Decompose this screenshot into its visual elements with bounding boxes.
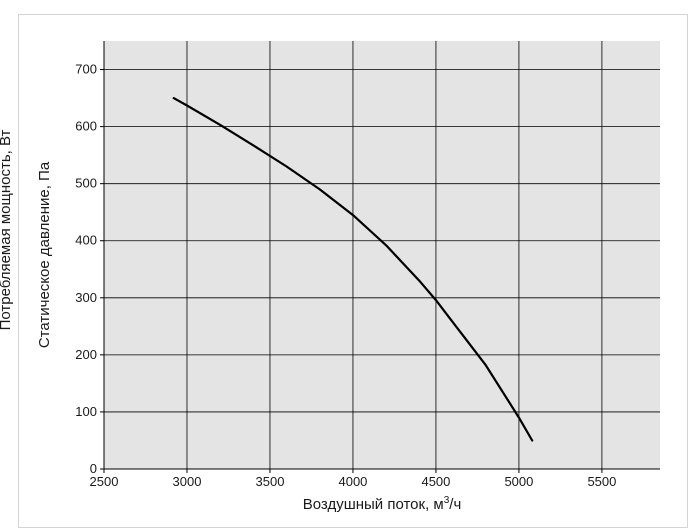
- x-tick-label: 5500: [587, 474, 616, 489]
- x-axis-title-superscript: 3: [444, 495, 450, 506]
- y-tick-label: 300: [75, 290, 97, 305]
- x-axis-title: Воздушный поток, м3/ч: [303, 495, 462, 513]
- axes: 2500 3000 3500 4000 4500 5000 5500 0 100 200 300 40…: [75, 41, 660, 489]
- y-tick-label: 600: [75, 119, 97, 134]
- y-tick-label: 500: [75, 176, 97, 191]
- y-tick-label: 0: [90, 461, 97, 476]
- series-layer: [172, 97, 534, 442]
- x-tick-label: 4500: [421, 474, 450, 489]
- x-axis-title-unit: /ч: [449, 496, 461, 513]
- y-tick-label: 700: [75, 62, 97, 77]
- x-tick-label: 2500: [90, 474, 119, 489]
- x-tick-label: 3000: [173, 474, 202, 489]
- grid-layer: [104, 41, 660, 469]
- y2-axis-title: Потребляемая мощность, Вт: [0, 129, 14, 330]
- y-axis-title: Статическое давление, Па: [36, 161, 53, 348]
- series-line: [172, 97, 534, 442]
- y-tick-label: 100: [75, 404, 97, 419]
- x-tick-label: 3500: [256, 474, 285, 489]
- x-tick-label: 5000: [504, 474, 533, 489]
- x-tick-label: 4000: [338, 474, 367, 489]
- y-tick-label: 200: [75, 347, 97, 362]
- x-axis-title-text: Воздушный поток, м: [303, 496, 444, 513]
- y-tick-label: 400: [75, 233, 97, 248]
